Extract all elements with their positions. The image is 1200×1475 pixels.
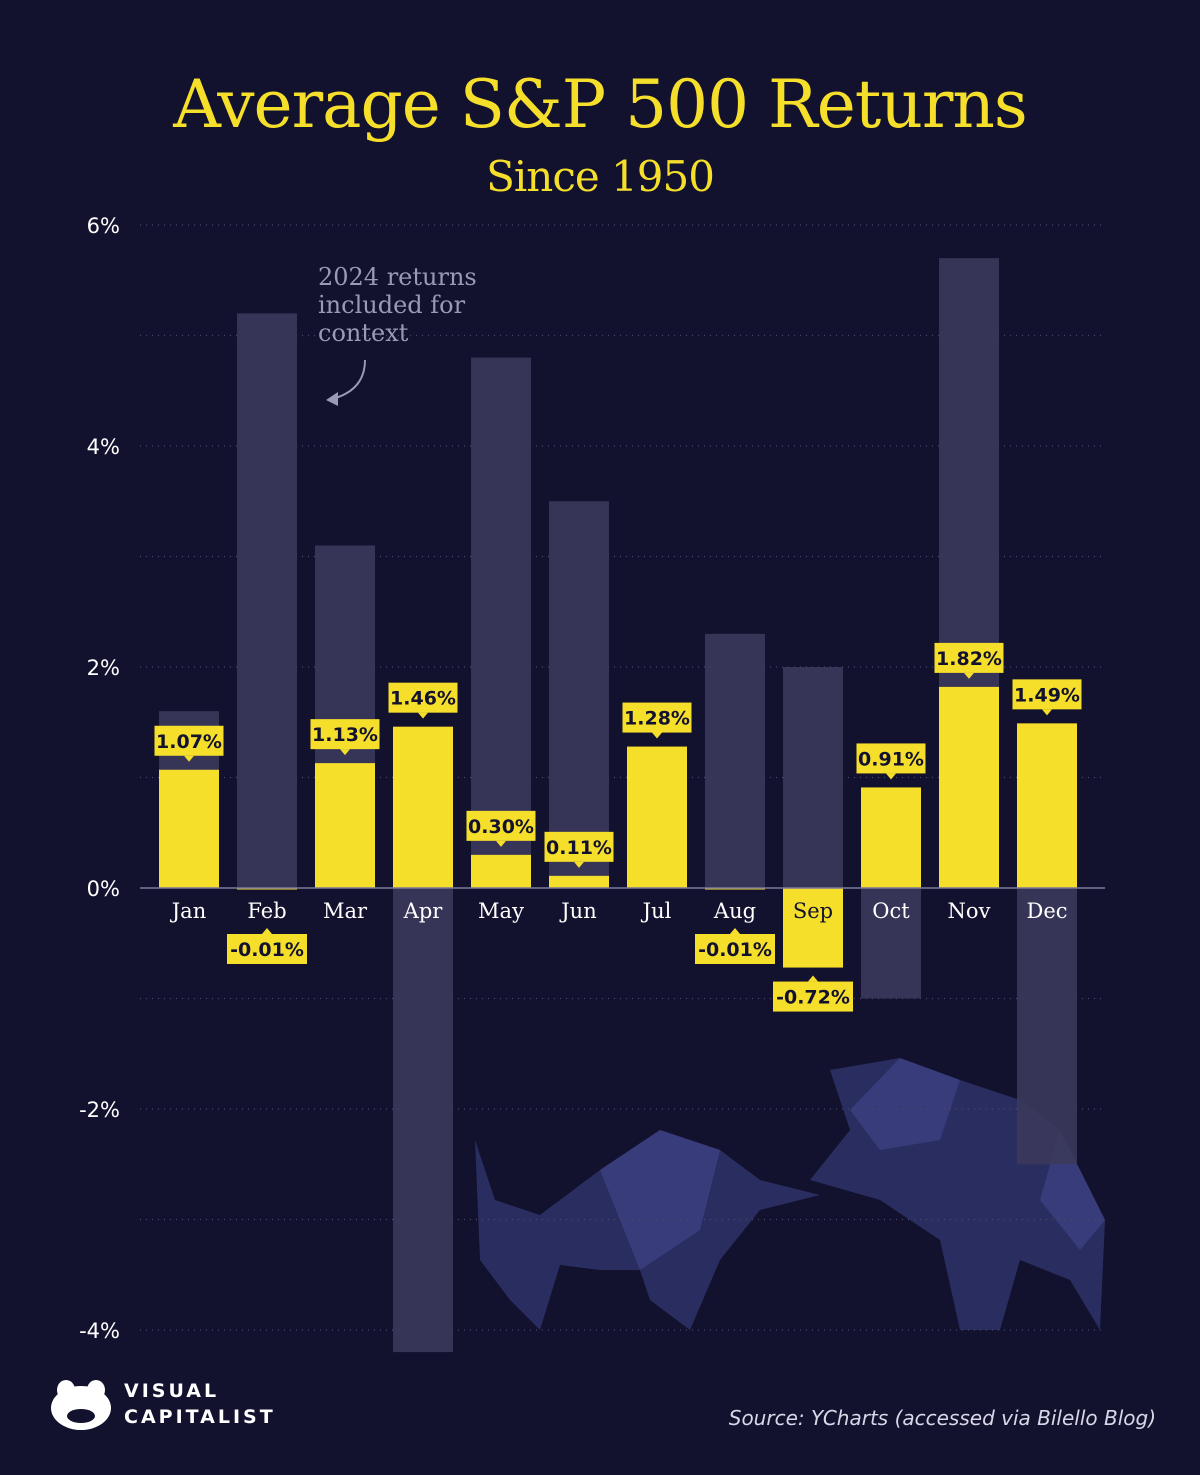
decorative-shape-4 xyxy=(850,1058,960,1150)
x-tick-label: Aug xyxy=(713,899,756,923)
value-label-box xyxy=(310,719,380,750)
value-label-box xyxy=(934,642,1004,673)
x-tick-label: Jan xyxy=(170,899,206,923)
x-tick-label: Feb xyxy=(247,899,286,923)
chart-title: Average S&P 500 Returns xyxy=(173,66,1028,143)
context-bar-feb xyxy=(237,313,297,888)
x-tick-label: Oct xyxy=(872,899,910,923)
context-bar-dec xyxy=(1017,888,1077,1165)
brand-name-line1: VISUAL xyxy=(124,1380,220,1402)
value-label-pointer xyxy=(652,732,662,739)
value-label-pointer xyxy=(574,861,584,868)
value-label: 0.11% xyxy=(546,837,612,859)
y-tick-label: 4% xyxy=(87,435,120,459)
y-tick-label: 2% xyxy=(87,656,120,680)
x-tick-label: May xyxy=(478,899,524,923)
value-label-pointer xyxy=(496,840,506,847)
value-label: -0.01% xyxy=(698,939,772,961)
average-bar-jan xyxy=(159,769,219,888)
y-tick-label: 6% xyxy=(87,214,120,238)
annotation-arrow xyxy=(327,359,366,401)
value-label-box xyxy=(1012,679,1082,710)
value-label: 1.49% xyxy=(1014,684,1080,706)
y-tick-label: 0% xyxy=(87,877,120,901)
value-label-box xyxy=(856,743,926,774)
annotation-text: 2024 returns xyxy=(318,263,477,291)
average-bar-jul xyxy=(627,746,687,888)
context-bar-apr xyxy=(393,888,453,1353)
average-bar-may xyxy=(471,854,531,888)
x-tick-label: Mar xyxy=(323,899,368,923)
value-label-pointer xyxy=(340,749,350,756)
context-bar-aug xyxy=(705,633,765,888)
annotation-text: included for xyxy=(318,291,466,319)
value-label-pointer xyxy=(184,755,194,762)
x-tick-label: Jul xyxy=(641,899,672,923)
value-label: 1.46% xyxy=(390,688,456,710)
y-tick-label: -4% xyxy=(79,1319,120,1343)
value-label-pointer xyxy=(262,928,272,934)
x-tick-label: Apr xyxy=(403,899,444,923)
x-tick-label: Sep xyxy=(793,899,833,923)
x-tick-label: Jun xyxy=(559,899,596,923)
value-label-box xyxy=(695,934,775,964)
context-bar-jun xyxy=(549,501,609,888)
average-bar-apr xyxy=(393,726,453,888)
x-tick-label: Nov xyxy=(948,899,991,923)
chart-subtitle: Since 1950 xyxy=(486,152,715,201)
value-label-box xyxy=(154,725,224,756)
value-label-box xyxy=(388,682,458,713)
annotation-text: context xyxy=(318,319,409,347)
average-bar-sep xyxy=(783,888,843,968)
value-label-box xyxy=(622,702,692,733)
average-bar-dec xyxy=(1017,723,1077,888)
average-bar-oct xyxy=(861,787,921,888)
brand-logo: VISUAL CAPITALIST xyxy=(46,1372,306,1442)
value-label: 0.91% xyxy=(858,748,924,770)
average-bar-jun xyxy=(549,875,609,888)
value-label: 1.28% xyxy=(624,708,690,730)
x-tick-label: Dec xyxy=(1026,899,1067,923)
value-label: 0.30% xyxy=(468,816,534,838)
source-note: Source: YCharts (accessed via Bilello Bl… xyxy=(728,1406,1156,1430)
brand-name-line2: CAPITALIST xyxy=(124,1406,276,1428)
value-label: -0.72% xyxy=(776,987,850,1009)
value-label-pointer xyxy=(1042,709,1052,716)
value-label-pointer xyxy=(886,773,896,780)
value-label-pointer xyxy=(730,928,740,934)
value-label-box xyxy=(466,810,536,841)
context-bar-may xyxy=(471,357,531,889)
average-bar-mar xyxy=(315,763,375,888)
value-label-pointer xyxy=(964,672,974,679)
annotation-arrowhead xyxy=(326,392,338,406)
value-label: -0.01% xyxy=(230,939,304,961)
context-bar-sep xyxy=(783,667,843,888)
value-label-pointer xyxy=(418,712,428,719)
logo-icon xyxy=(51,1380,111,1430)
value-label-box xyxy=(227,934,307,964)
value-label: 1.07% xyxy=(156,731,222,753)
context-bar-oct xyxy=(861,888,921,999)
value-label: 1.82% xyxy=(936,648,1002,670)
value-label-box xyxy=(544,831,614,862)
value-label-box xyxy=(773,981,853,1012)
value-label: 1.13% xyxy=(312,724,378,746)
y-tick-label: -2% xyxy=(79,1098,120,1122)
decorative-shape-2 xyxy=(600,1130,720,1270)
value-label-pointer xyxy=(808,975,818,982)
average-bar-nov xyxy=(939,686,999,888)
